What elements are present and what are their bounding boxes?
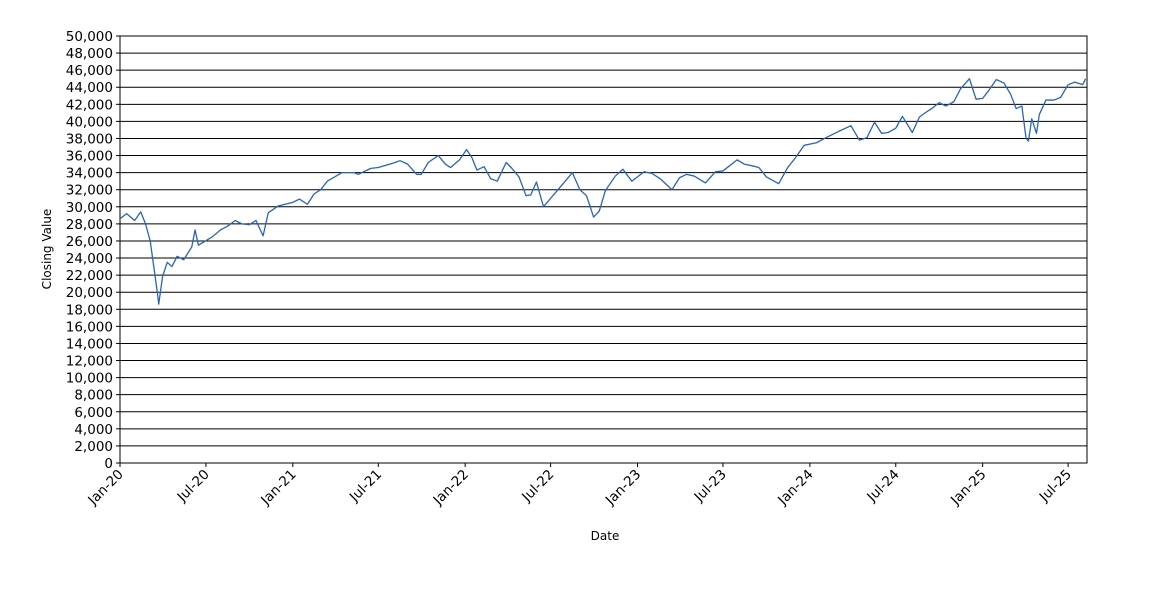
y-tick-label: 18,000 bbox=[66, 302, 113, 318]
y-tick-label: 30,000 bbox=[66, 200, 113, 216]
y-tick-label: 16,000 bbox=[66, 319, 113, 335]
x-tick-label: Jan-25 bbox=[947, 467, 989, 509]
y-tick-label: 14,000 bbox=[66, 336, 113, 352]
y-tick-label: 8,000 bbox=[74, 388, 113, 404]
x-tick-label: Jul-23 bbox=[691, 467, 730, 506]
y-tick-label: 4,000 bbox=[74, 422, 113, 438]
y-tick-label: 28,000 bbox=[66, 217, 113, 233]
y-tick-label: 42,000 bbox=[66, 97, 113, 113]
y-tick-label: 20,000 bbox=[66, 285, 113, 301]
x-axis-title: Date bbox=[591, 529, 620, 543]
y-axis: 02,0004,0006,0008,00010,00012,00014,0001… bbox=[66, 29, 121, 472]
y-tick-label: 38,000 bbox=[66, 131, 113, 147]
x-tick-label: Jan-20 bbox=[84, 467, 126, 509]
y-tick-label: 44,000 bbox=[66, 80, 113, 96]
x-tick-label: Jul-20 bbox=[174, 467, 213, 506]
y-tick-label: 26,000 bbox=[66, 234, 113, 250]
y-tick-label: 34,000 bbox=[66, 166, 113, 182]
series-line bbox=[119, 78, 1087, 305]
x-tick-label: Jan-23 bbox=[602, 467, 644, 509]
y-tick-label: 2,000 bbox=[74, 439, 113, 455]
x-tick-label: Jan-22 bbox=[430, 467, 472, 509]
y-tick-label: 48,000 bbox=[66, 46, 113, 62]
gridlines bbox=[120, 35, 1087, 464]
x-tick-label: Jan-24 bbox=[774, 467, 816, 509]
x-axis: Jan-20 Jul-20 Jan-21 Jul-21 Jan-22 Jul-22 Jan-… bbox=[84, 462, 1087, 509]
y-tick-label: 10,000 bbox=[66, 371, 113, 387]
x-tick-label: Jan-21 bbox=[257, 467, 299, 509]
y-tick-label: 46,000 bbox=[66, 63, 113, 79]
y-tick-label: 50,000 bbox=[66, 29, 113, 45]
x-tick-label: Jul-25 bbox=[1036, 467, 1075, 506]
y-tick-label: 40,000 bbox=[66, 114, 113, 130]
y-tick-label: 32,000 bbox=[66, 183, 113, 199]
plot-area bbox=[119, 35, 1088, 464]
y-axis-title: Closing Value bbox=[40, 209, 54, 290]
x-tick-label: Jul-24 bbox=[863, 467, 902, 506]
x-tick-label: Jul-22 bbox=[518, 467, 557, 506]
y-tick-label: 6,000 bbox=[74, 405, 113, 421]
y-tick-label: 0 bbox=[104, 456, 113, 472]
y-tick-label: 22,000 bbox=[66, 268, 113, 284]
plot-background bbox=[119, 35, 1088, 464]
series-group bbox=[119, 78, 1087, 305]
y-tick-label: 24,000 bbox=[66, 251, 113, 267]
y-tick-label: 36,000 bbox=[66, 149, 113, 165]
y-tick-label: 12,000 bbox=[66, 354, 113, 370]
x-tick-label: Jul-21 bbox=[346, 467, 385, 506]
